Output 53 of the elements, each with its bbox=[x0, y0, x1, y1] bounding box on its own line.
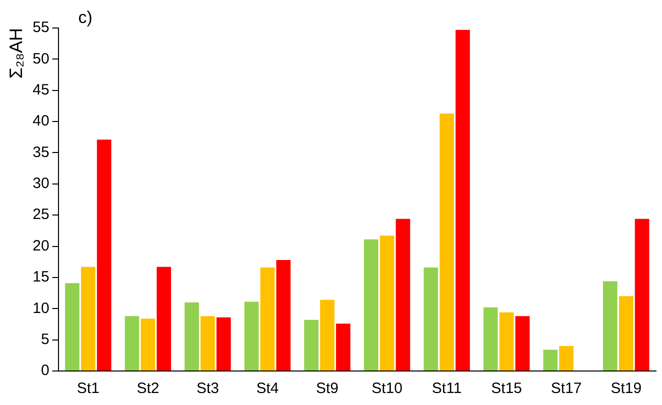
y-tick-label: 35 bbox=[32, 144, 50, 161]
bar bbox=[483, 307, 498, 370]
bar bbox=[216, 317, 231, 370]
y-tick-label: 50 bbox=[32, 50, 50, 68]
bar bbox=[396, 218, 410, 370]
bar bbox=[260, 267, 275, 370]
bar bbox=[456, 30, 470, 370]
bar bbox=[336, 324, 350, 370]
bar bbox=[184, 302, 199, 370]
x-tick-label: St1 bbox=[76, 380, 100, 398]
y-tick-label: 30 bbox=[32, 175, 50, 192]
bar bbox=[244, 302, 259, 370]
x-tick-label: St19 bbox=[610, 380, 642, 398]
bar bbox=[618, 296, 634, 370]
y-axis-title: Σ₂₈AH bbox=[6, 28, 26, 79]
y-tick-label: 0 bbox=[40, 362, 50, 380]
bar bbox=[559, 346, 574, 370]
bar bbox=[65, 283, 80, 370]
bar bbox=[515, 316, 530, 370]
bar bbox=[424, 267, 438, 370]
bar bbox=[380, 236, 394, 370]
x-tick-label: St11 bbox=[432, 380, 462, 398]
bar bbox=[124, 316, 140, 370]
bar bbox=[304, 320, 318, 370]
bar bbox=[140, 318, 156, 370]
bar bbox=[499, 312, 514, 370]
x-tick-label: St3 bbox=[196, 380, 219, 398]
bar bbox=[96, 140, 112, 370]
y-tick-label: 20 bbox=[32, 237, 50, 254]
y-tick-label: 45 bbox=[32, 82, 50, 99]
bar bbox=[603, 281, 618, 370]
y-tick-label: 25 bbox=[32, 206, 50, 224]
text: c) bbox=[78, 8, 92, 28]
x-tick-label: St4 bbox=[256, 380, 279, 398]
y-tick-label: 5 bbox=[40, 330, 50, 348]
bar bbox=[81, 266, 96, 370]
bar bbox=[543, 350, 558, 370]
bar bbox=[634, 218, 650, 370]
bar bbox=[200, 316, 215, 370]
bar bbox=[364, 239, 378, 370]
y-tick-label: 40 bbox=[32, 112, 50, 130]
y-tick-label: 15 bbox=[32, 268, 50, 286]
bar bbox=[276, 260, 291, 370]
x-tick-label: St10 bbox=[372, 380, 402, 398]
y-tick-label: 10 bbox=[32, 300, 50, 317]
bar bbox=[440, 113, 454, 370]
x-tick-label: St9 bbox=[316, 380, 339, 398]
bar bbox=[320, 300, 334, 370]
y-tick-label: 55 bbox=[32, 19, 50, 36]
x-tick-label: St2 bbox=[136, 380, 160, 398]
x-tick-label: St17 bbox=[550, 380, 582, 398]
x-tick-label: St15 bbox=[491, 380, 522, 398]
bar bbox=[156, 266, 172, 370]
